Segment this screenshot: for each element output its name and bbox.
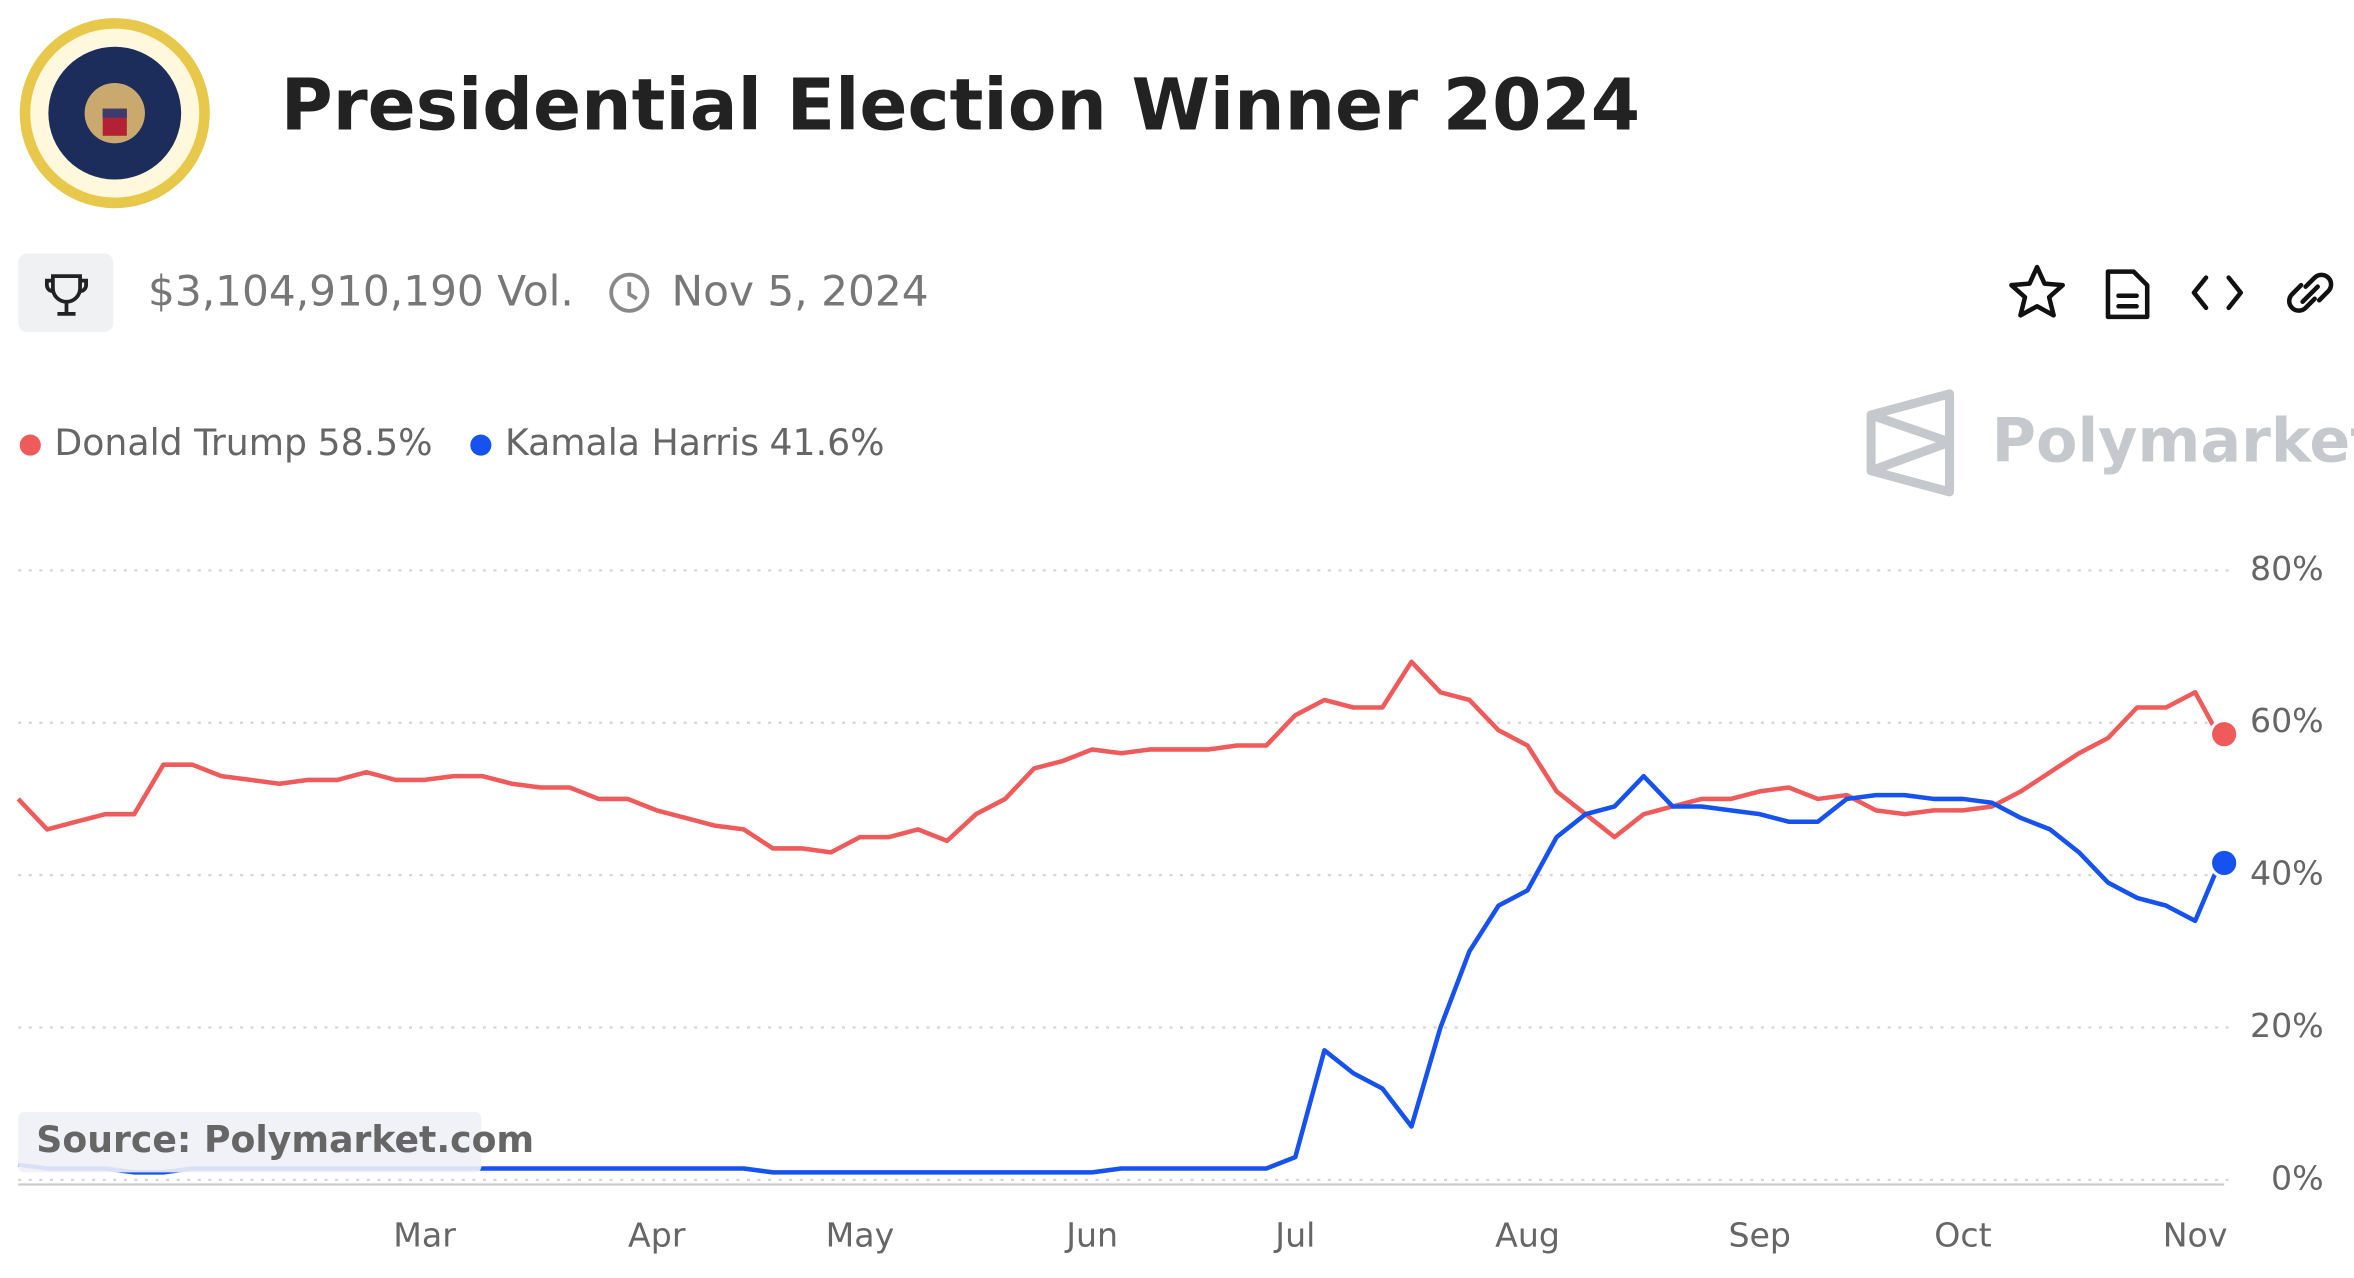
y-tick-label: 60%	[2250, 701, 2324, 740]
legend-value: 41.6%	[770, 421, 885, 464]
link-button[interactable]	[2286, 272, 2334, 313]
current-dot	[2209, 847, 2240, 879]
end-date: Nov 5, 2024	[672, 267, 929, 316]
legend-name: Donald Trump	[54, 421, 307, 464]
brand-logo	[1866, 389, 1955, 497]
star-button[interactable]	[2009, 264, 2065, 318]
x-tick-label: Jun	[1064, 1216, 1118, 1255]
x-tick-label: Jul	[1273, 1216, 1315, 1255]
legend: Donald Trump 58.5% Kamala Harris 41.6%	[54, 421, 884, 464]
legend-name: Kamala Harris	[505, 421, 759, 464]
document-button[interactable]	[2105, 269, 2150, 320]
embed-button[interactable]	[2191, 275, 2244, 311]
clock-icon	[609, 272, 650, 313]
x-tick-label: Sep	[1728, 1216, 1791, 1255]
y-tick-label: 40%	[2250, 854, 2324, 893]
x-tick-label: Nov	[2163, 1216, 2228, 1255]
legend-dot	[19, 434, 41, 456]
page-title: Presidential Election Winner 2024	[281, 64, 1640, 147]
seal-icon	[19, 18, 210, 209]
y-tick-label: 0%	[2271, 1158, 2324, 1197]
x-tick-label: Mar	[393, 1216, 456, 1255]
source-box	[18, 1112, 482, 1173]
x-tick-label: Aug	[1495, 1216, 1560, 1255]
legend-value: 58.5%	[318, 421, 433, 464]
trophy-button[interactable]	[18, 253, 114, 332]
x-tick-label: Oct	[1934, 1216, 1991, 1255]
y-tick-label: 80%	[2250, 549, 2324, 588]
volume: $3,104,910,190 Vol.	[148, 267, 574, 316]
series-line	[16, 659, 2227, 855]
legend-dot	[470, 434, 492, 456]
x-tick-label: Apr	[628, 1216, 686, 1255]
brand-name: Polymarket	[1992, 407, 2354, 477]
y-tick-label: 20%	[2250, 1006, 2324, 1045]
x-tick-label: May	[826, 1216, 895, 1255]
source: Source: Polymarket.com	[36, 1118, 534, 1161]
current-dot	[2209, 719, 2240, 750]
